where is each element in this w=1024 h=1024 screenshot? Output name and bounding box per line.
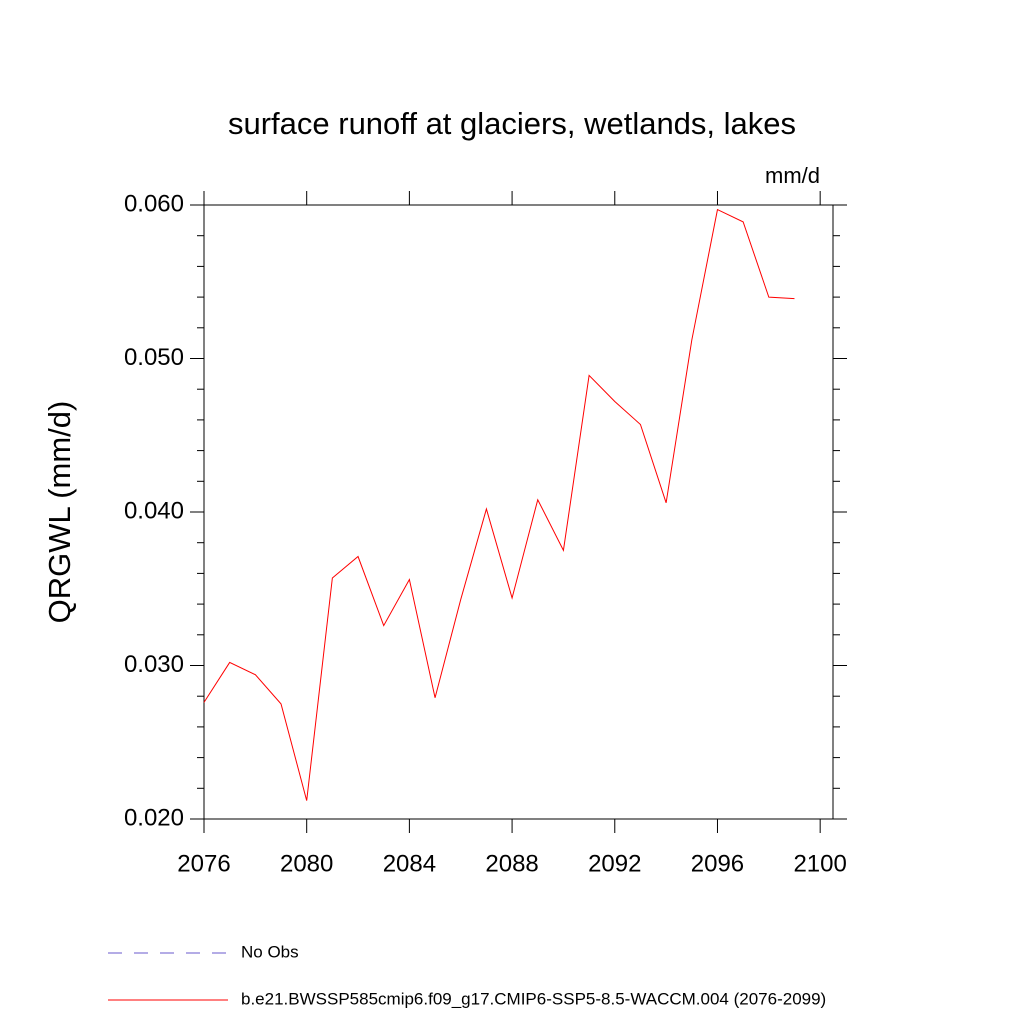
y-tick-label: 0.060 bbox=[124, 190, 184, 217]
x-tick-label: 2076 bbox=[177, 850, 230, 877]
x-tick-label: 2100 bbox=[793, 850, 846, 877]
y-tick-label: 0.050 bbox=[124, 344, 184, 371]
y-tick-label: 0.040 bbox=[124, 497, 184, 524]
x-tick-label: 2088 bbox=[485, 850, 538, 877]
legend-label: No Obs bbox=[241, 942, 299, 961]
x-tick-label: 2080 bbox=[280, 850, 333, 877]
x-tick-label: 2092 bbox=[588, 850, 641, 877]
units-label: mm/d bbox=[765, 163, 820, 188]
data-line bbox=[203, 208, 795, 801]
y-axis-label: QRGWL (mm/d) bbox=[42, 401, 77, 624]
chart-title: surface runoff at glaciers, wetlands, la… bbox=[228, 106, 796, 141]
x-tick-label: 2096 bbox=[691, 850, 744, 877]
plot-frame bbox=[203, 204, 834, 820]
y-tick-label: 0.020 bbox=[124, 804, 184, 831]
y-tick-label: 0.030 bbox=[124, 651, 184, 678]
x-tick-label: 2084 bbox=[383, 850, 436, 877]
legend-label: b.e21.BWSSP585cmip6.f09_g17.CMIP6-SSP5-8… bbox=[241, 989, 826, 1008]
